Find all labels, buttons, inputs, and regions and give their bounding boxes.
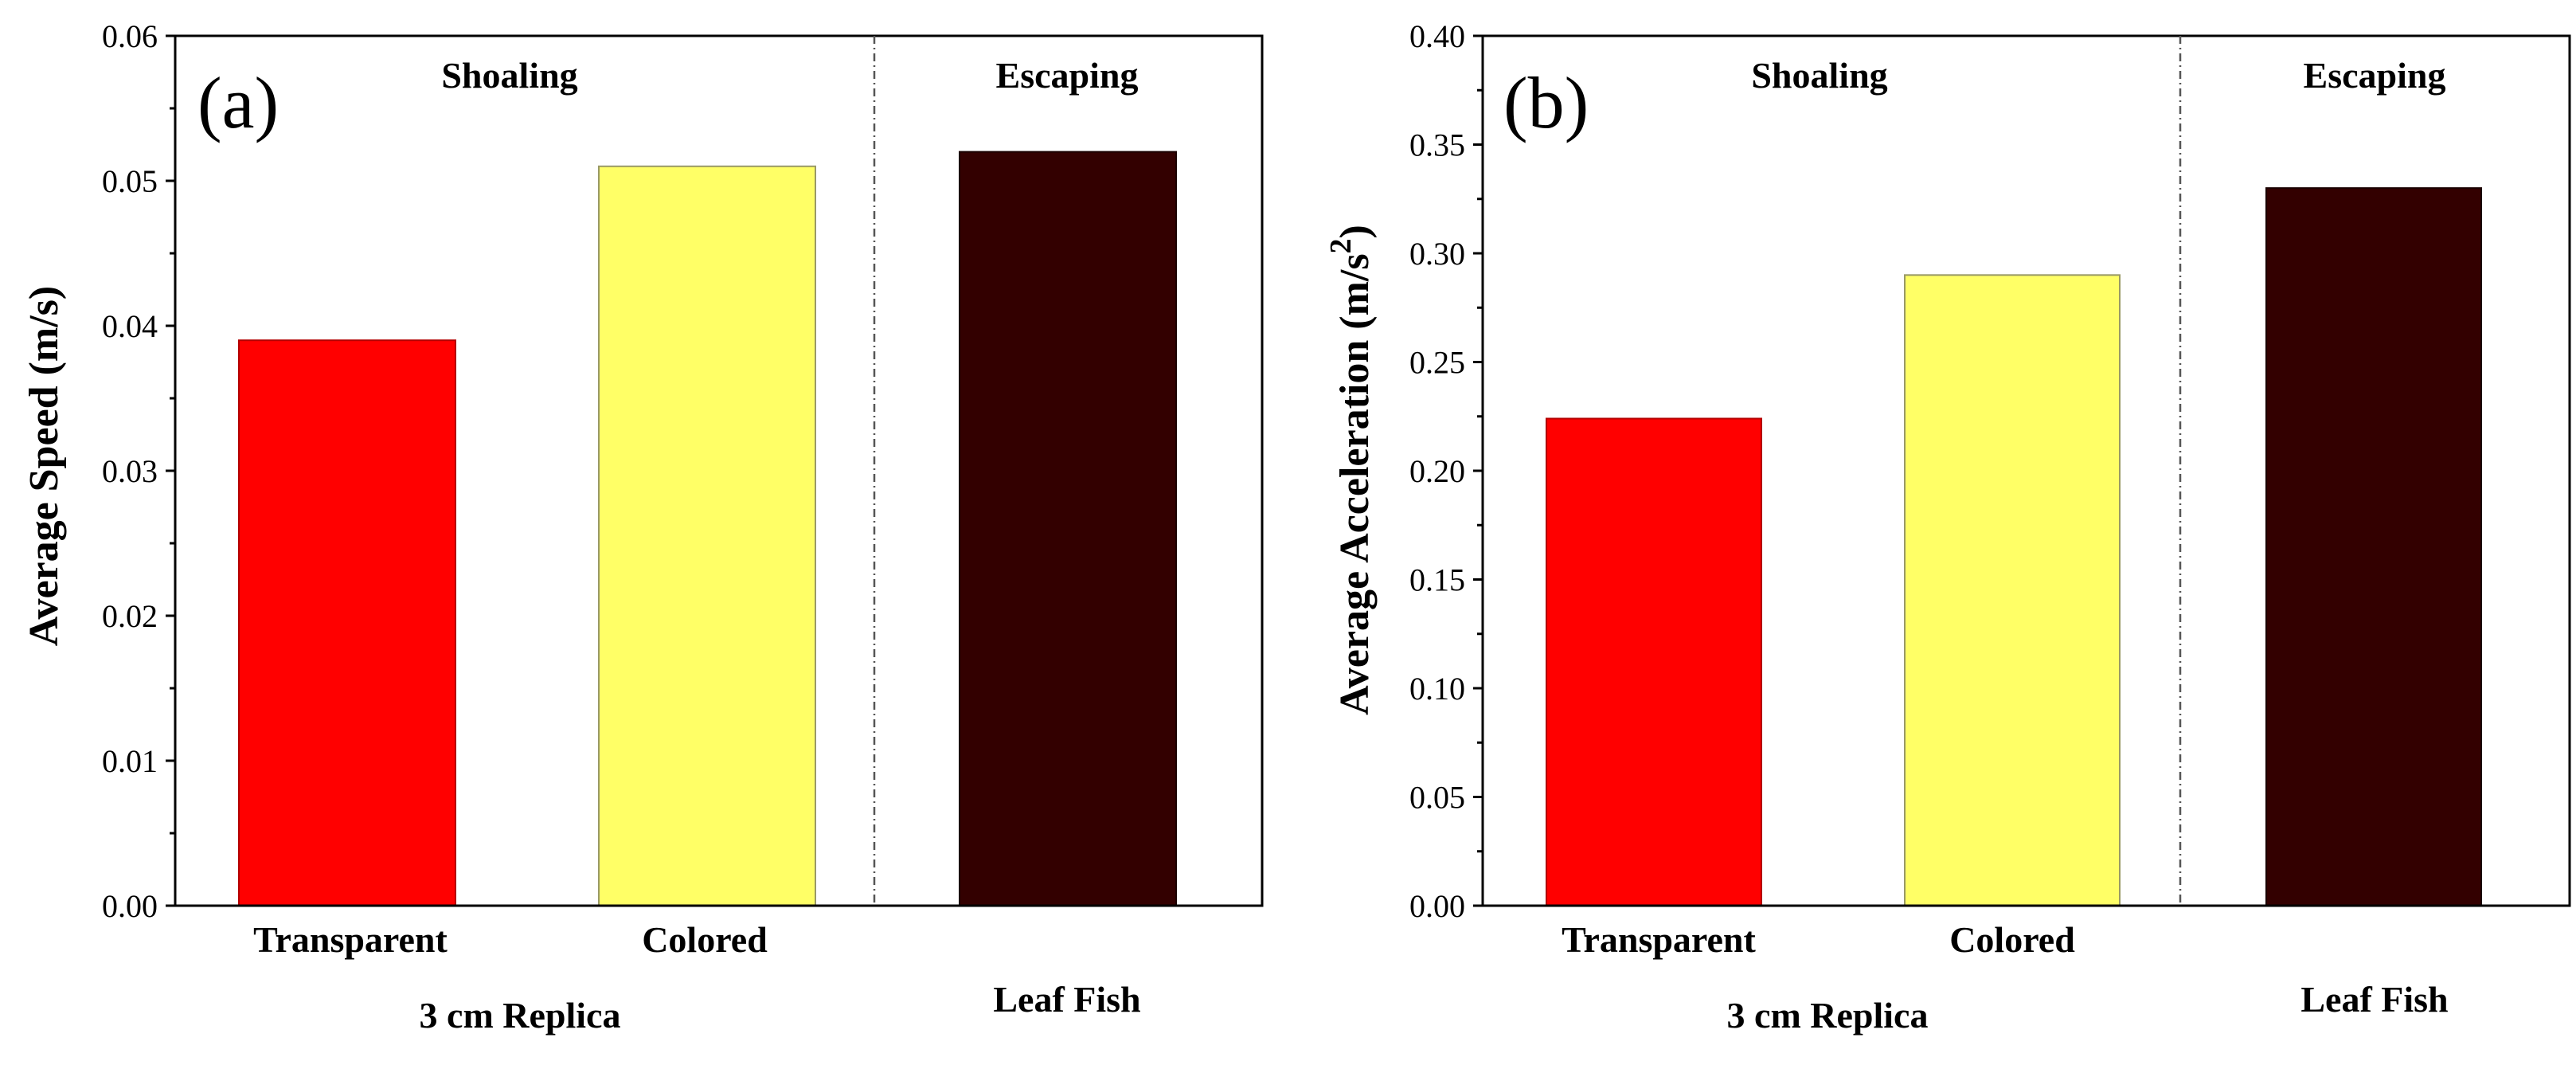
panel-b-y-tick-label: 0.00: [1409, 888, 1465, 924]
panel-b-ylabel-end: ): [1332, 225, 1378, 238]
panel-a-y-axis: 0.00 0.01 0.02 0.03 0.04 0.05 0.06: [102, 18, 175, 924]
panel-a-y-tick-label: 0.03: [102, 453, 158, 489]
panel-b-group-label-replica: 3 cm Replica: [1727, 995, 1929, 1036]
panel-b-cat-colored: Colored: [1949, 919, 2075, 960]
panel-b-ylabel-sup: 2: [1324, 238, 1358, 253]
panel-a-frame: [174, 34, 1264, 907]
panel-a-group-label-leaffish: Leaf Fish: [993, 979, 1140, 1020]
panel-b-bar-transparent: [1546, 417, 1762, 906]
panel-b-y-tick-label: 0.25: [1409, 345, 1465, 381]
panel-b-group-label-leaffish: Leaf Fish: [2300, 979, 2448, 1020]
panel-b-label: (b): [1503, 62, 1589, 143]
panel-a-ylabel: Average Speed (m/s): [21, 286, 67, 647]
panel-a-cat-colored: Colored: [642, 919, 768, 960]
panel-a-y-tick-label: 0.00: [102, 888, 158, 924]
panel-b-bar-leaf-fish: [2265, 187, 2482, 907]
panel-a-bars: [238, 151, 1177, 907]
panel-b-y-tick-label: 0.30: [1409, 236, 1465, 272]
panel-a-label: (a): [197, 62, 279, 143]
panel-a-y-tick-label: 0.02: [102, 598, 158, 634]
panel-b-group-shoaling: Shoaling: [1751, 55, 1887, 96]
panel-a-bar-leaf-fish: [959, 151, 1177, 907]
panel-a-group-escaping: Escaping: [996, 55, 1139, 96]
panel-b-ylabel: Average Acceleration (m/s2): [1324, 225, 1378, 715]
panel-a-y-tick-label: 0.05: [102, 163, 158, 199]
panel-a-y-tick-label: 0.01: [102, 743, 158, 779]
panel-b-frame: [1481, 34, 2571, 907]
panel-b-bar-colored: [1904, 274, 2121, 906]
panel-b-bars: [1546, 187, 2482, 907]
panel-b-y-tick-label: 0.15: [1409, 562, 1465, 598]
panel-b-ylabel-main: Average Acceleration (m/s: [1332, 253, 1378, 715]
panel-a-group-shoaling: Shoaling: [441, 55, 577, 96]
panel-b: Average Acceleration (m/s2) 0.00 0.05 0.10…: [1324, 18, 2571, 1036]
panel-b-group-escaping: Escaping: [2304, 55, 2446, 96]
panel-b-y-tick-label: 0.20: [1409, 453, 1465, 489]
panel-b-y-tick-label: 0.40: [1409, 18, 1465, 54]
panel-a-bar-colored: [598, 165, 816, 907]
panel-b-cat-transparent: Transparent: [1562, 919, 1756, 960]
panel-a-y-tick-label: 0.04: [102, 308, 158, 344]
panel-b-y-tick-label: 0.10: [1409, 671, 1465, 707]
panel-b-y-tick-label: 0.35: [1409, 127, 1465, 163]
panel-b-y-tick-label: 0.05: [1409, 780, 1465, 816]
panel-a-bar-transparent: [238, 339, 456, 906]
panel-a-cat-transparent: Transparent: [253, 919, 448, 960]
panel-a-y-tick-label: 0.06: [102, 18, 158, 54]
panel-a: Average Speed (m/s) 0.00 0.01 0.02 0.03 0.04…: [21, 18, 1264, 1036]
panel-b-y-axis: 0.00 0.05 0.10 0.15 0.20 0.25 0.30 0.35 0.40: [1409, 18, 1483, 924]
panel-a-group-label-replica: 3 cm Replica: [420, 995, 621, 1036]
